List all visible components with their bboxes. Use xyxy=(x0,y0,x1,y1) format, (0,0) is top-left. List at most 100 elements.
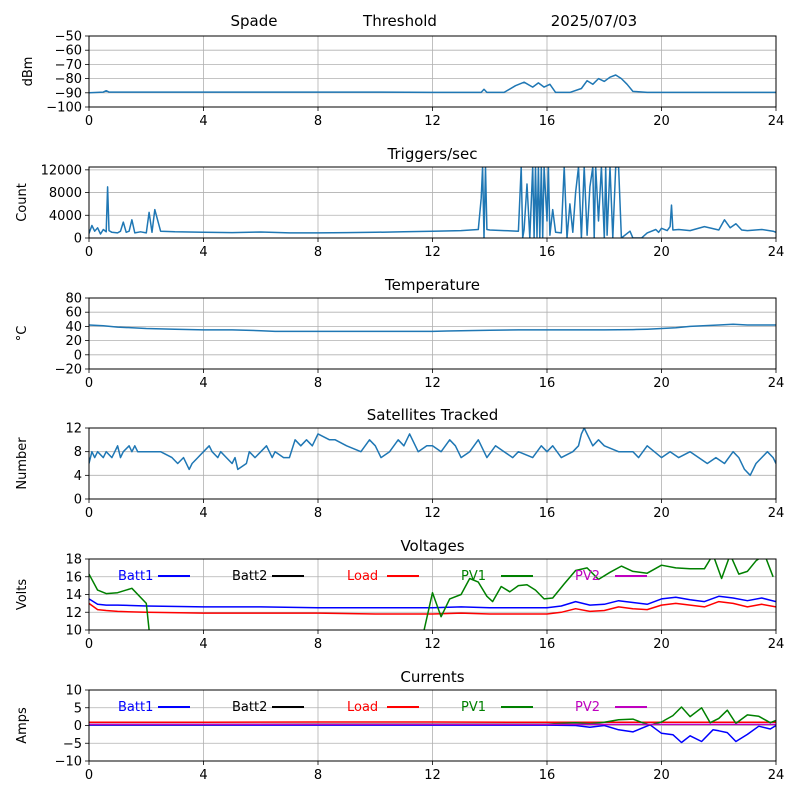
x-tick-label: 4 xyxy=(199,376,207,391)
x-tick-label: 0 xyxy=(85,114,93,129)
legend-label-pv1: PV1 xyxy=(461,569,486,584)
y-tick-label: 20 xyxy=(65,334,82,349)
legend-label-batt2: Batt2 xyxy=(232,700,267,715)
x-tick-label: 16 xyxy=(539,768,556,783)
x-tick-label: 20 xyxy=(653,245,670,260)
y-tick-label: 12 xyxy=(65,422,82,437)
x-tick-label: 12 xyxy=(424,245,441,260)
x-tick-label: 20 xyxy=(653,506,670,521)
legend-label-batt1: Batt1 xyxy=(118,569,153,584)
y-tick-label: 40 xyxy=(65,320,82,335)
x-tick-label: 8 xyxy=(314,114,322,129)
y-tick-label: −90 xyxy=(55,86,82,101)
x-tick-label: 12 xyxy=(424,637,441,652)
legend-label-pv2: PV2 xyxy=(575,569,600,584)
chart-title: Triggers/sec xyxy=(387,145,478,163)
y-tick-label: −50 xyxy=(55,30,82,45)
y-tick-label: 5 xyxy=(74,701,82,716)
y-tick-label: −80 xyxy=(55,72,82,87)
series-batt1-line xyxy=(89,595,776,609)
series-group xyxy=(89,706,776,744)
y-tick-label: 0 xyxy=(74,348,82,363)
x-tick-label: 24 xyxy=(768,637,785,652)
x-tick-label: 4 xyxy=(199,506,207,521)
x-tick-label: 24 xyxy=(768,768,785,783)
x-tick-label: 0 xyxy=(85,245,93,260)
x-tick-label: 24 xyxy=(768,245,785,260)
x-tick-label: 0 xyxy=(85,768,93,783)
x-tick-label: 8 xyxy=(314,376,322,391)
x-tick-label: 4 xyxy=(199,114,207,129)
y-tick-label: 0 xyxy=(74,232,82,247)
y-tick-label: 4 xyxy=(74,469,82,484)
y-tick-label: 0 xyxy=(74,493,82,508)
series-line xyxy=(89,167,776,238)
y-tick-label: 12000 xyxy=(41,163,82,178)
y-tick-label: 4000 xyxy=(49,209,82,224)
x-tick-label: 12 xyxy=(424,376,441,391)
x-tick-label: 4 xyxy=(199,768,207,783)
y-tick-label: 12 xyxy=(65,606,82,621)
y-tick-label: 60 xyxy=(65,306,82,321)
y-axis-label: °C xyxy=(15,326,30,342)
x-tick-label: 8 xyxy=(314,637,322,652)
y-tick-label: 10 xyxy=(65,684,82,699)
header-site: Spade xyxy=(231,12,278,30)
y-axis-label: Amps xyxy=(15,707,30,744)
y-tick-label: −20 xyxy=(55,363,82,378)
x-tick-label: 20 xyxy=(653,637,670,652)
x-tick-label: 20 xyxy=(653,114,670,129)
y-tick-label: 10 xyxy=(65,624,82,639)
y-axis-label: Number xyxy=(15,437,30,490)
y-axis-label: Volts xyxy=(15,579,30,611)
header-date: 2025/07/03 xyxy=(551,12,637,30)
y-tick-label: 18 xyxy=(65,553,82,568)
chart-title: Voltages xyxy=(400,537,464,555)
chart-signal: 0 4 8 12 16 20 24 −100−90−80−70−60−50 dBm xyxy=(21,30,784,130)
x-tick-label: 4 xyxy=(199,245,207,260)
x-tick-label: 16 xyxy=(539,637,556,652)
header-mode: Threshold xyxy=(362,12,437,30)
x-tick-label: 4 xyxy=(199,637,207,652)
y-tick-label: 16 xyxy=(65,570,82,585)
x-tick-label: 16 xyxy=(539,506,556,521)
legend-label-pv1: PV1 xyxy=(461,700,486,715)
x-tick-label: 16 xyxy=(539,245,556,260)
y-tick-label: −60 xyxy=(55,44,82,59)
x-tick-label: 8 xyxy=(314,245,322,260)
x-tick-label: 0 xyxy=(85,376,93,391)
y-tick-label: 8000 xyxy=(49,186,82,201)
series-group xyxy=(89,323,776,333)
x-tick-label: 16 xyxy=(539,376,556,391)
legend-label-batt2: Batt2 xyxy=(232,569,267,584)
series-group xyxy=(89,167,776,238)
chart-satellites: 0 4 8 12 16 20 24 0 4 8 12 Satellites Tracked Number xyxy=(15,406,784,521)
series-line xyxy=(89,323,776,333)
chart-title: Temperature xyxy=(384,276,480,294)
series-pv1-line xyxy=(89,559,774,630)
series-group xyxy=(89,428,776,477)
chart-title: Currents xyxy=(400,668,464,686)
x-tick-label: 0 xyxy=(85,506,93,521)
x-tick-label: 24 xyxy=(768,376,785,391)
y-tick-label: 80 xyxy=(65,292,82,307)
chart-currents: 0 4 8 12 16 20 24 −10 −5 0 5 10 Currents Amps Batt1 Bat… xyxy=(15,668,784,783)
series-load-line xyxy=(89,600,776,615)
legend-label-pv2: PV2 xyxy=(575,700,600,715)
x-tick-label: 12 xyxy=(424,768,441,783)
y-axis-label: Count xyxy=(15,183,30,222)
chart-voltages: 0 4 8 12 16 20 24 10 12 14 16 18 Voltages Volts Batt1 B… xyxy=(15,537,784,652)
x-tick-label: 12 xyxy=(424,114,441,129)
x-tick-label: 24 xyxy=(768,114,785,129)
chart-title: Satellites Tracked xyxy=(367,406,498,424)
x-tick-label: 20 xyxy=(653,376,670,391)
y-tick-label: −5 xyxy=(63,737,82,752)
y-tick-label: 0 xyxy=(74,719,82,734)
legend-label-load: Load xyxy=(347,569,378,584)
y-tick-label: −10 xyxy=(55,755,82,770)
y-tick-label: 8 xyxy=(74,445,82,460)
x-tick-label: 8 xyxy=(314,768,322,783)
y-tick-label: 14 xyxy=(65,588,82,603)
